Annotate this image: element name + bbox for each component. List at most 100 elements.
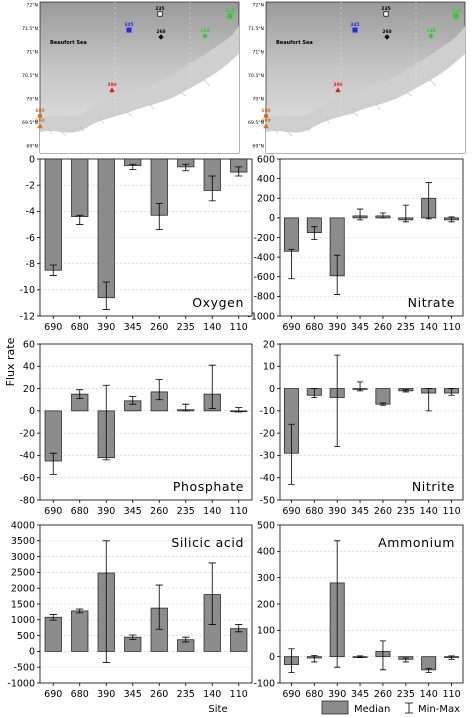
x-tick-label: 110: [230, 689, 248, 700]
map-right-sea-label: Beaufort Sea: [276, 40, 313, 46]
error-bar-235: [402, 389, 409, 393]
error-bar-260: [155, 379, 163, 401]
map-left-sea-label: Beaufort Sea: [50, 40, 87, 46]
plot-frame: [279, 343, 464, 501]
y-tick-label: -40: [19, 451, 35, 462]
y-tick-label: -200: [253, 233, 275, 244]
x-tick-label: 690: [282, 322, 300, 333]
x-tick-label: 345: [124, 506, 142, 517]
x-tick-label: 260: [374, 322, 392, 333]
x-tick-label: 690: [44, 506, 62, 517]
y-tick-label: 400: [257, 547, 275, 558]
x-tick-label: 680: [305, 689, 323, 700]
map-left-coast-detail: [47, 79, 211, 137]
error-bar-110: [448, 388, 455, 396]
x-tick-label: 140: [203, 689, 221, 700]
error-bar-680: [76, 389, 84, 399]
y-tick-label: -20: [259, 428, 275, 439]
bar-260: [375, 388, 391, 405]
error-bar-140: [208, 175, 216, 202]
lat-label: 69.5°N: [248, 120, 264, 126]
error-bar-345: [129, 395, 137, 405]
error-bar-110: [448, 216, 455, 223]
site-marker-shape: [109, 87, 115, 93]
x-tick-label: 390: [97, 322, 115, 333]
x-tick-label: 690: [44, 689, 62, 700]
error-bar-345: [356, 381, 364, 392]
error-bar-680: [311, 226, 318, 240]
y-tick-label: 3000: [11, 552, 35, 563]
y-tick-label: 0: [29, 647, 35, 658]
site-marker-235: 235: [381, 6, 391, 17]
x-tick-label: 345: [124, 689, 142, 700]
error-bar-260: [379, 640, 387, 671]
legend-median-swatch: [321, 700, 349, 715]
site-label: 260: [156, 29, 165, 35]
error-bar-140: [425, 182, 432, 220]
site-marker-110: 110: [225, 8, 235, 19]
legend: Median Min-Max: [321, 700, 460, 715]
site-marker-345: 345: [124, 22, 134, 33]
site-marker-shape: [37, 113, 43, 119]
site-marker-shape: [453, 13, 459, 19]
site-marker-690: 690: [261, 118, 271, 129]
y-tick-label: -1000: [7, 678, 35, 689]
error-bar-680: [311, 388, 318, 398]
error-bar-260: [379, 402, 387, 406]
x-tick-label: 140: [420, 322, 438, 333]
error-bar-260: [155, 203, 163, 231]
site-marker-680: 680: [35, 108, 45, 119]
y-tick-label: -8: [26, 259, 35, 270]
bar-390: [97, 158, 115, 299]
bar-690: [44, 158, 62, 271]
x-tick-label: 690: [282, 689, 300, 700]
lat-label: 69°N: [252, 144, 264, 150]
panel-title: Nitrate: [408, 295, 455, 310]
y-tick-label: 600: [257, 155, 275, 165]
site-marker-345: 345: [350, 22, 360, 33]
error-bar-235: [402, 657, 409, 663]
y-tick-label: -12: [19, 311, 35, 322]
bar-690: [44, 616, 62, 652]
plot-frame: [39, 343, 253, 501]
x-tick-label: 140: [203, 322, 221, 333]
site-marker-shape: [383, 11, 389, 17]
y-tick-label: -10: [259, 406, 275, 417]
error-bar-110: [448, 655, 455, 660]
lat-label: 70°N: [26, 97, 38, 103]
y-tick-label: 400: [257, 174, 275, 185]
lat-label: 71.5°N: [248, 26, 264, 32]
lat-label: 71°N: [26, 50, 38, 56]
y-tick-label: 0: [269, 652, 275, 663]
error-bar-390: [334, 254, 341, 295]
site-label: 345: [124, 22, 133, 28]
y-tick-label: 0: [269, 384, 275, 395]
y-tick-label: -800: [253, 292, 275, 303]
x-tick-label: 345: [351, 689, 369, 700]
y-axis-title: Flux rate: [4, 337, 17, 386]
x-tick-label: 110: [230, 506, 248, 517]
site-marker-shape: [157, 11, 163, 17]
x-tick-label: 390: [328, 322, 346, 333]
x-axis-title: Site: [208, 704, 227, 715]
panel-title: Oxygen: [192, 295, 244, 310]
lat-label: 72°N: [26, 3, 38, 9]
site-label: 235: [155, 6, 164, 12]
bar-140: [421, 656, 437, 671]
x-tick-label: 390: [328, 506, 346, 517]
error-bar-690: [288, 648, 295, 673]
y-tick-label: 200: [257, 599, 275, 610]
lat-label: 69.5°N: [22, 120, 38, 126]
y-tick-label: -40: [259, 473, 275, 484]
error-bar-260: [379, 212, 387, 219]
x-tick-label: 260: [374, 689, 392, 700]
lat-label: 70°N: [252, 97, 264, 103]
x-tick-label: 140: [420, 689, 438, 700]
y-tick-label: -30: [259, 451, 275, 462]
x-tick-label: 390: [328, 689, 346, 700]
x-tick-label: 235: [397, 506, 415, 517]
error-bar-390: [102, 384, 110, 461]
error-bar-140: [425, 388, 432, 412]
y-tick-label: 4000: [11, 520, 35, 531]
site-marker-140: 140: [200, 28, 210, 39]
